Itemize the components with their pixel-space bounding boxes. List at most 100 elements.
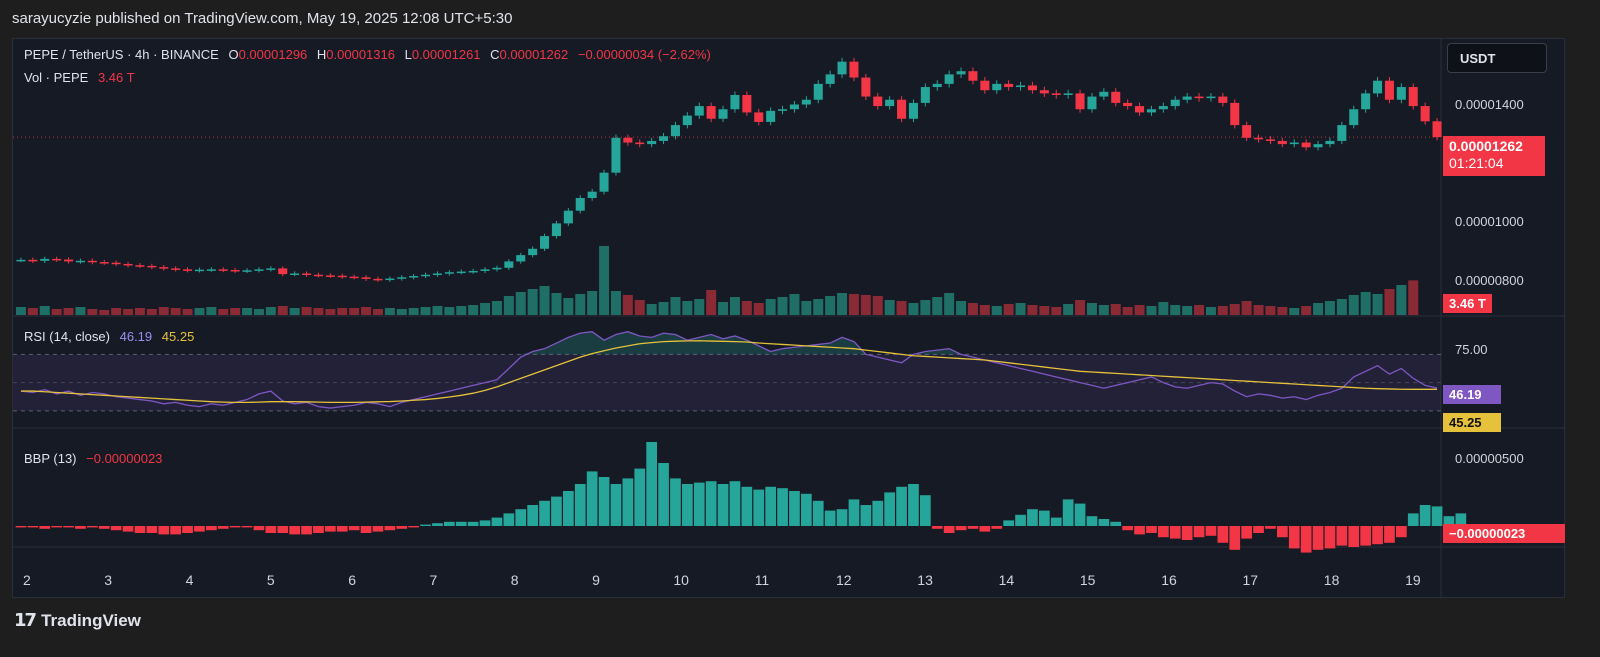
bbp-bar [1122, 526, 1134, 531]
volume-bar [575, 294, 586, 315]
candle-body [837, 61, 847, 75]
volume-bar [1098, 305, 1109, 315]
bbp-bar [1050, 517, 1062, 526]
bbp-bar [1169, 526, 1181, 539]
bbp-bar [991, 526, 1003, 529]
bbp-bar [63, 526, 74, 528]
volume-bar [848, 294, 859, 315]
footer-brand[interactable]: 𝟭𝟳 TradingView [14, 610, 141, 631]
volume-bar [468, 305, 479, 315]
bbp-bar [27, 526, 39, 528]
bbp-bar [515, 509, 527, 526]
currency-button[interactable]: USDT [1447, 43, 1547, 73]
volume-bar [967, 303, 978, 315]
volume-bar [158, 307, 169, 315]
bbp-bar [1062, 499, 1074, 526]
candle-body [1301, 142, 1311, 148]
bbp-bar [110, 526, 122, 531]
candle-body [373, 278, 383, 281]
bbp-bar [384, 526, 396, 531]
bbp-bar [1193, 526, 1205, 538]
bbp-bar [1324, 526, 1336, 549]
bbp-bar [1455, 513, 1467, 526]
bbp-bar [1336, 526, 1348, 546]
candle-body [540, 236, 550, 249]
volume-bar [349, 308, 360, 315]
candle-body [944, 74, 954, 84]
ohlc-header: PEPE / TetherUS · 4h · BINANCE O0.000012… [24, 47, 711, 62]
candle-body [1170, 99, 1180, 107]
volume-label: Vol · PEPE [24, 70, 89, 85]
bbp-value: −0.00000023 [86, 451, 163, 466]
bbp-bar [824, 510, 836, 526]
candle-body [1206, 96, 1216, 99]
volume-bar [920, 300, 931, 315]
volume-bar [932, 297, 943, 315]
bbp-bar [1407, 513, 1419, 526]
volume-bar [825, 296, 836, 315]
price-tick: 0.00000800 [1455, 273, 1524, 288]
candle-body [1384, 80, 1394, 100]
volume-bar [670, 297, 681, 315]
last-price-value: 0.00001262 [1449, 138, 1523, 154]
rsi-overbought-fill [20, 331, 1438, 355]
volume-bar [765, 299, 776, 315]
volume-bar [634, 300, 645, 315]
bbp-bar [1015, 514, 1026, 526]
bbp-bar [1253, 526, 1264, 533]
candle-body [659, 136, 669, 141]
volume-bar [444, 307, 455, 315]
price-tick: 0.00001400 [1455, 97, 1524, 112]
open-label: O [228, 47, 239, 62]
bbp-bar [1288, 526, 1300, 549]
bbp-bar [289, 526, 301, 535]
bbp-bar [86, 526, 98, 528]
volume-bar [1384, 289, 1395, 315]
bbp-axis-tick: 0.00000500 [1455, 451, 1524, 466]
candle-body [730, 94, 740, 110]
volume-bar [539, 286, 550, 315]
rsi-ma-tag: 45.25 [1443, 413, 1501, 432]
candle-body [1194, 96, 1204, 99]
bbp-bar [1146, 526, 1157, 533]
bbp-bar [1360, 526, 1372, 546]
bbp-bar [955, 526, 967, 531]
volume-bar [111, 308, 122, 315]
bbp-bar [884, 492, 896, 526]
volume-bar [456, 306, 467, 315]
bbp-bar [1372, 526, 1383, 545]
bbp-bar [420, 524, 431, 526]
rsi-ma-line [20, 340, 1438, 404]
chart-panel[interactable]: 2 3 4 5 6 7 8 9 10 11 12 13 14 15 16 17 18 19 [12, 38, 1566, 599]
bbp-bar [1074, 503, 1086, 526]
candle-body [135, 265, 145, 267]
volume-bar [1360, 292, 1371, 315]
volume-bar [658, 302, 669, 315]
bbp-bar [896, 486, 907, 526]
volume-bar [253, 309, 264, 315]
bbp-bar [693, 482, 705, 526]
candle-body [635, 142, 645, 145]
volume-bar [646, 304, 657, 315]
bbp-header: BBP (13) −0.00000023 [24, 451, 162, 466]
bbp-bar [967, 526, 979, 529]
time-axis-label: 12 [836, 572, 852, 588]
candle-body [1396, 87, 1406, 100]
bbp-bar [324, 526, 336, 532]
candle-body [778, 109, 788, 111]
volume-tag: 3.46 T [1443, 294, 1492, 313]
candle-body [1265, 139, 1275, 141]
volume-bar [884, 300, 895, 315]
bbp-bar [1384, 526, 1395, 543]
bbp-bar [1003, 520, 1015, 526]
chart-canvas[interactable]: 2 3 4 5 6 7 8 9 10 11 12 13 14 15 16 17 18 19 [13, 39, 1566, 599]
bbp-bar [75, 526, 86, 529]
time-axis-label: 10 [673, 572, 689, 588]
bbp-bar [765, 486, 777, 526]
bbp-bar [1276, 526, 1288, 538]
bbp-bar [872, 500, 884, 526]
bbp-bar [1217, 526, 1229, 543]
volume-bar [1348, 295, 1359, 315]
bbp-bar [681, 484, 693, 526]
candle-body [290, 273, 300, 275]
